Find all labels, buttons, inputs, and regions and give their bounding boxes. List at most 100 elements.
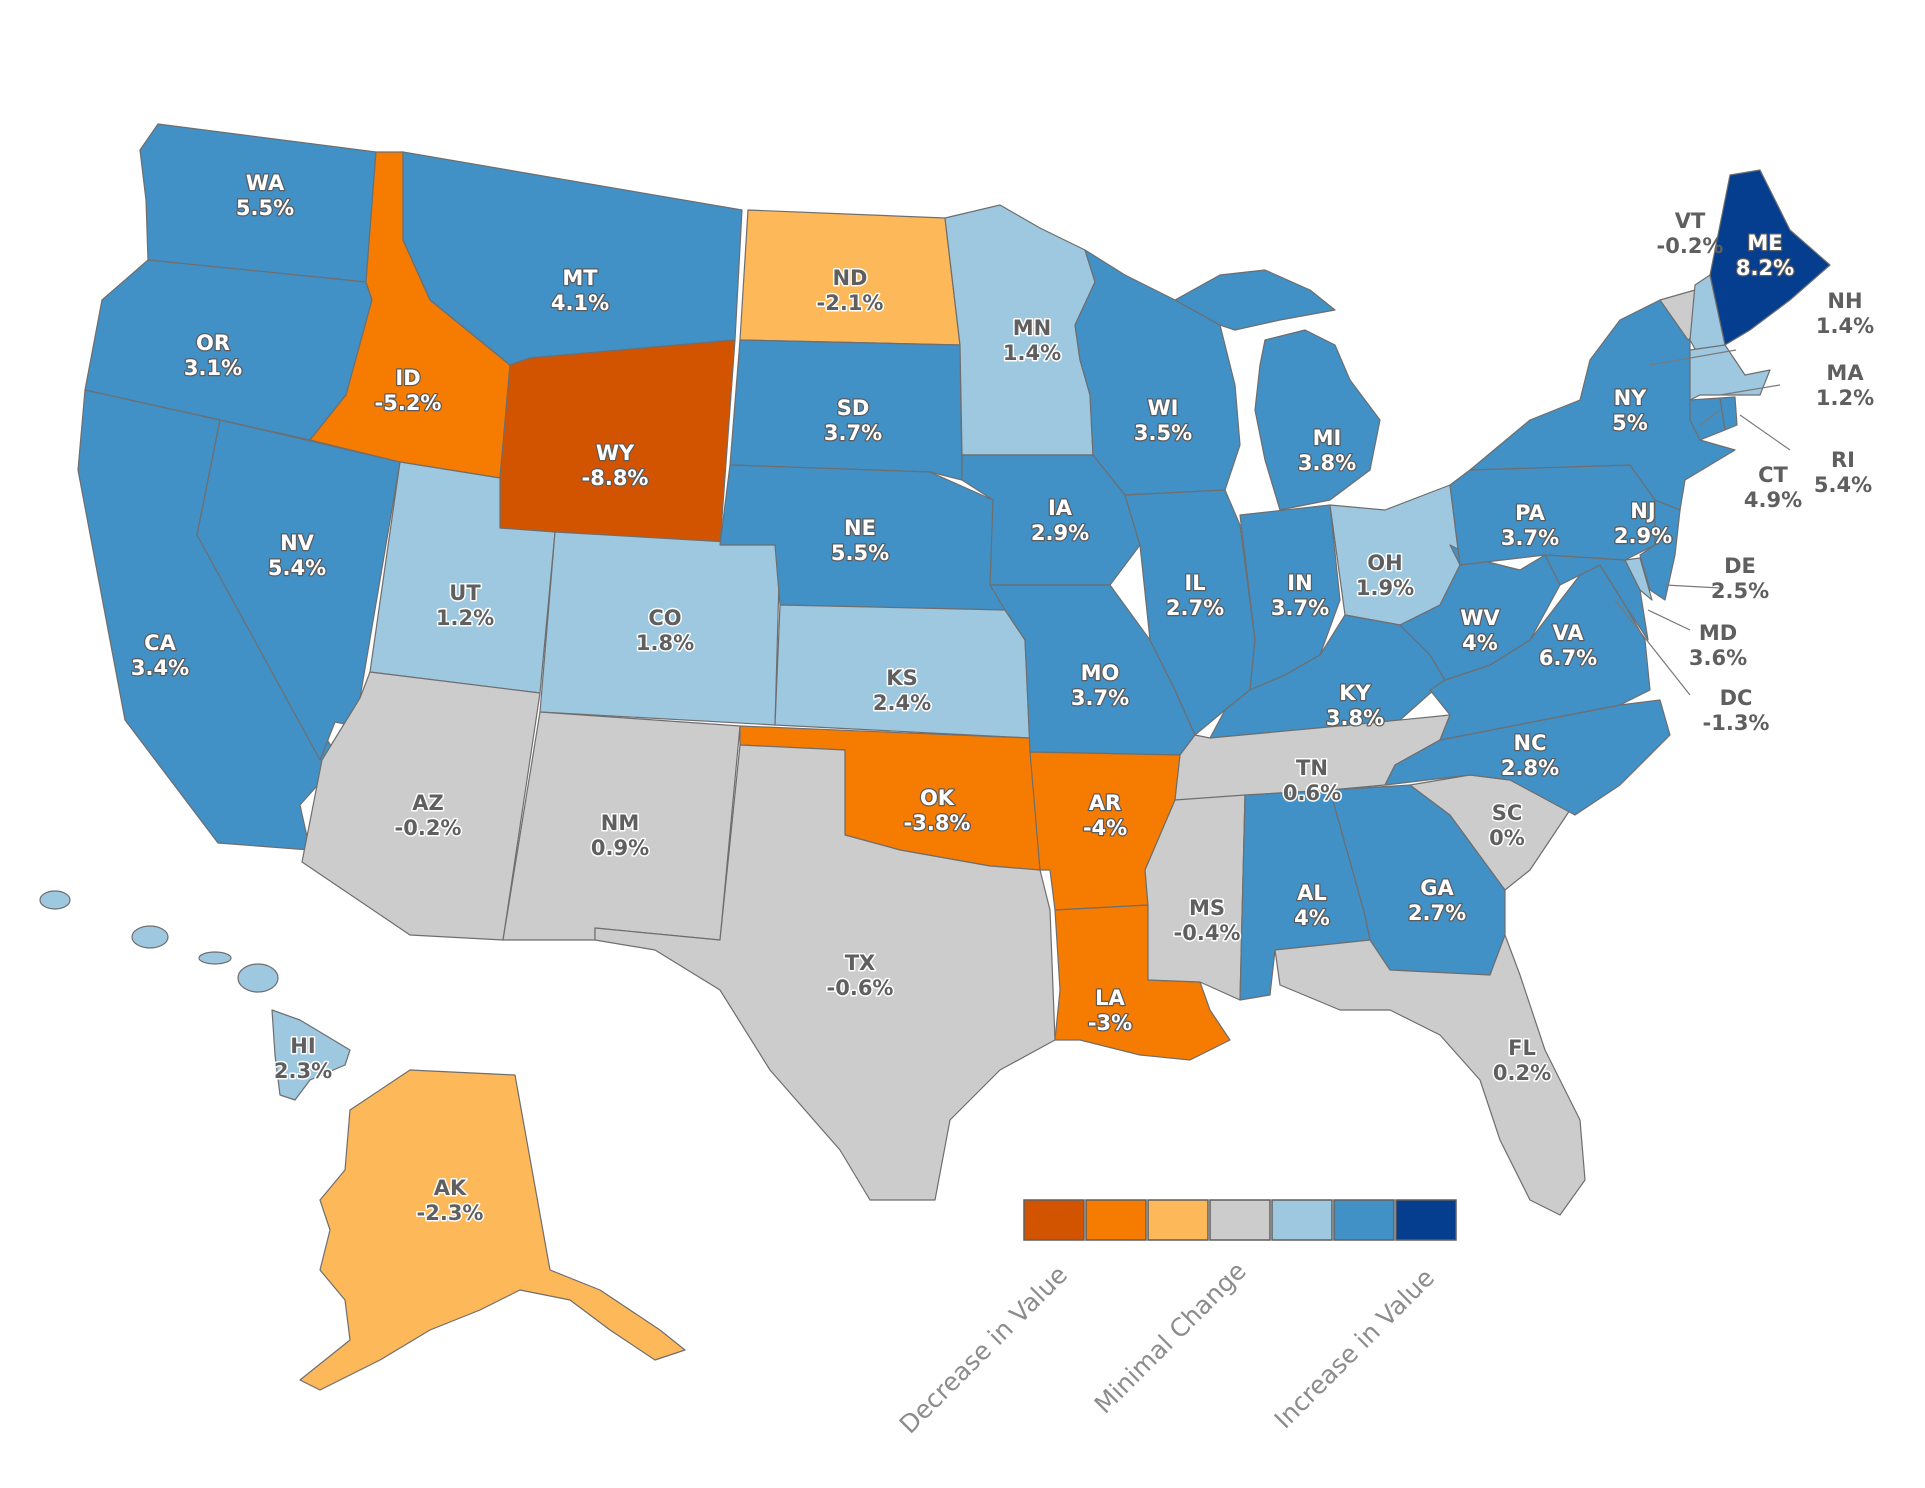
state-code-AL: AL	[1297, 881, 1327, 905]
legend-swatch-dec-strong	[1023, 1199, 1085, 1241]
legend-swatch-neutral	[1209, 1199, 1271, 1241]
state-value-MD: 3.6%	[1689, 646, 1747, 670]
state-value-SD: 3.7%	[824, 421, 882, 445]
state-code-OH: OH	[1367, 551, 1402, 575]
state-code-MO: MO	[1081, 661, 1120, 685]
state-value-NC: 2.8%	[1501, 756, 1559, 780]
state-code-UT: UT	[449, 581, 481, 605]
state-code-NE: NE	[844, 516, 876, 540]
state-code-KS: KS	[886, 666, 917, 690]
state-value-AK: -2.3%	[417, 1201, 484, 1225]
state-value-GA: 2.7%	[1408, 901, 1466, 925]
state-code-RI: RI	[1831, 448, 1855, 472]
state-HI[interactable]	[39, 890, 351, 1101]
state-code-MI: MI	[1313, 426, 1342, 450]
state-value-CA: 3.4%	[131, 656, 189, 680]
state-value-HI: 2.3%	[274, 1059, 332, 1083]
state-value-ID: -5.2%	[375, 391, 442, 415]
state-value-MA: 1.2%	[1816, 386, 1874, 410]
state-AZ[interactable]	[301, 671, 541, 941]
legend-swatch-inc-mid	[1333, 1199, 1395, 1241]
state-value-RI: 5.4%	[1814, 473, 1872, 497]
legend-label-minimal: Minimal Change	[1089, 1256, 1252, 1419]
state-code-AK: AK	[434, 1176, 467, 1200]
state-code-NC: NC	[1514, 731, 1547, 755]
state-MI[interactable]	[1254, 329, 1381, 511]
state-TX[interactable]	[594, 744, 1056, 1201]
state-MI-upper[interactable]	[1174, 269, 1336, 331]
state-value-MI: 3.8%	[1298, 451, 1356, 475]
state-code-LA: LA	[1095, 986, 1125, 1010]
state-value-WY: -8.8%	[582, 466, 649, 490]
state-value-WA: 5.5%	[236, 196, 294, 220]
state-code-MN: MN	[1013, 316, 1051, 340]
state-code-CA: CA	[144, 631, 176, 655]
state-SD[interactable]	[729, 339, 963, 481]
state-value-MS: -0.4%	[1174, 921, 1241, 945]
state-NJ[interactable]	[1639, 499, 1681, 601]
state-NC[interactable]	[1384, 699, 1671, 816]
state-value-OK: -3.8%	[904, 811, 971, 835]
state-code-FL: FL	[1508, 1036, 1536, 1060]
state-value-IA: 2.9%	[1031, 521, 1089, 545]
state-MA[interactable]	[1689, 344, 1771, 401]
state-value-CO: 1.8%	[636, 631, 694, 655]
state-WV[interactable]	[1399, 544, 1561, 681]
state-code-MT: MT	[562, 266, 598, 290]
state-code-NH: NH	[1827, 289, 1862, 313]
state-PA[interactable]	[1449, 464, 1661, 566]
state-code-OK: OK	[920, 786, 955, 810]
state-code-HI: HI	[290, 1034, 315, 1058]
state-value-TX: -0.6%	[827, 976, 894, 1000]
state-code-IL: IL	[1184, 571, 1205, 595]
state-value-CT: 4.9%	[1744, 488, 1802, 512]
legend-label-decrease: Decrease in Value	[894, 1260, 1073, 1439]
state-code-NJ: NJ	[1630, 499, 1655, 523]
state-value-IL: 2.7%	[1166, 596, 1224, 620]
state-code-DE: DE	[1724, 554, 1756, 578]
legend-swatch-dec-light	[1147, 1199, 1209, 1241]
state-FL[interactable]	[1274, 934, 1586, 1216]
state-code-SD: SD	[837, 396, 870, 420]
state-code-KY: KY	[1339, 681, 1371, 705]
state-code-NY: NY	[1614, 386, 1648, 410]
legend: Decrease in Value Minimal Change Increas…	[894, 1199, 1457, 1439]
state-ME[interactable]	[1709, 169, 1831, 346]
state-value-AL: 4%	[1294, 906, 1330, 930]
state-code-SC: SC	[1492, 801, 1523, 825]
state-value-WV: 4%	[1462, 631, 1498, 655]
state-code-ID: ID	[395, 366, 420, 390]
state-code-VA: VA	[1552, 621, 1584, 645]
state-value-KY: 3.8%	[1326, 706, 1384, 730]
state-code-NM: NM	[601, 811, 639, 835]
state-code-ND: ND	[832, 266, 867, 290]
legend-label-increase: Increase in Value	[1269, 1263, 1440, 1434]
state-NV[interactable]	[196, 419, 401, 761]
state-code-IA: IA	[1048, 496, 1073, 520]
state-value-LA: -3%	[1088, 1011, 1132, 1035]
state-DE[interactable]	[1624, 557, 1653, 601]
state-value-MN: 1.4%	[1003, 341, 1061, 365]
state-code-IN: IN	[1287, 571, 1312, 595]
state-value-OH: 1.9%	[1356, 576, 1414, 600]
state-RI[interactable]	[1719, 396, 1738, 431]
state-AK[interactable]	[299, 1069, 686, 1391]
state-value-NV: 5.4%	[268, 556, 326, 580]
state-value-KS: 2.4%	[873, 691, 931, 715]
state-value-FL: 0.2%	[1493, 1061, 1551, 1085]
state-value-NJ: 2.9%	[1614, 524, 1672, 548]
state-value-PA: 3.7%	[1501, 526, 1559, 550]
state-code-MD: MD	[1699, 621, 1737, 645]
state-code-AR: AR	[1089, 791, 1121, 815]
state-value-MT: 4.1%	[551, 291, 609, 315]
state-value-DC: -1.3%	[1703, 711, 1770, 735]
state-value-AR: -4%	[1083, 816, 1127, 840]
state-value-UT: 1.2%	[436, 606, 494, 630]
state-value-NY: 5%	[1612, 411, 1648, 435]
state-value-OR: 3.1%	[184, 356, 242, 380]
state-code-WA: WA	[246, 171, 285, 195]
state-code-VT: VT	[1675, 209, 1706, 233]
state-code-ME: ME	[1747, 231, 1782, 255]
state-value-ME: 8.2%	[1736, 256, 1794, 280]
